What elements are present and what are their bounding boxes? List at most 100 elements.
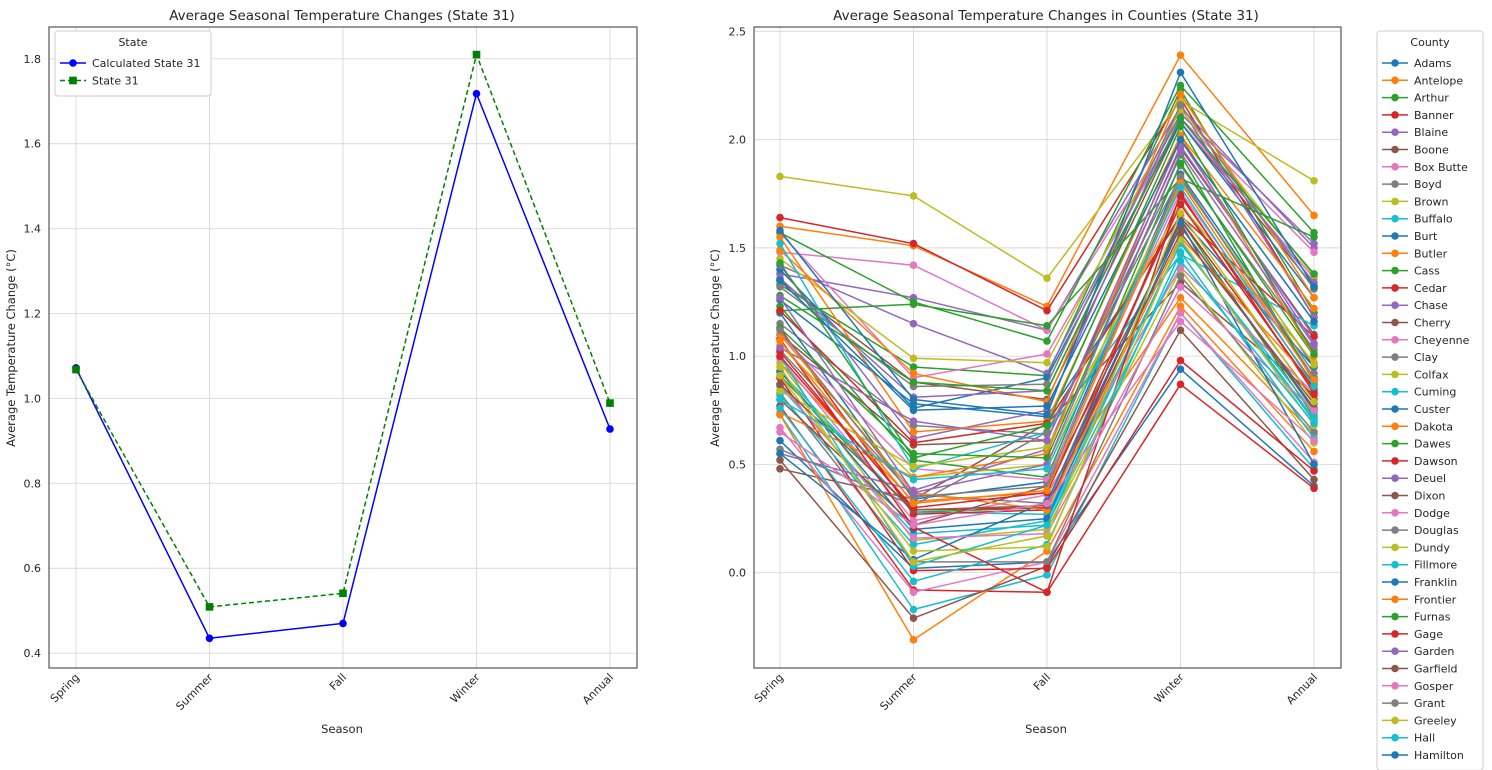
right-data-point [909, 521, 918, 529]
right-legend-marker [1391, 612, 1399, 621]
right-legend-marker [1391, 318, 1399, 327]
left-legend-label: Calculated State 31 [92, 57, 200, 70]
right-legend-marker [1391, 59, 1399, 67]
right-legend-label: Dodge [1414, 507, 1450, 520]
right-legend-marker [1391, 214, 1399, 223]
right-xtick-label: Winter [1152, 671, 1187, 706]
right-legend-marker [1391, 578, 1399, 586]
right-legend-label: Furnas [1414, 611, 1451, 624]
right-data-point [776, 371, 784, 380]
right-data-point [909, 605, 918, 614]
right-data-point [1310, 317, 1318, 326]
right-data-point [1043, 464, 1051, 473]
right-legend-label: Dakota [1414, 420, 1453, 433]
right-data-point [1310, 406, 1318, 415]
right-data-point [909, 417, 918, 425]
right-data-point [1176, 248, 1185, 257]
right-ytick-label: 0.0 [729, 567, 747, 580]
right-data-point [776, 233, 784, 241]
right-data-point [1176, 302, 1185, 311]
right-data-point [1043, 322, 1051, 330]
right-data-point [1043, 542, 1051, 551]
right-data-point [1176, 114, 1185, 122]
right-data-point [1043, 350, 1051, 358]
right-data-point [1176, 365, 1185, 373]
chart-left-title: Average Seasonal Temperature Changes (St… [169, 8, 515, 24]
left-ytick-label: 1.2 [24, 308, 42, 321]
right-data-point [909, 378, 918, 386]
left-legend: State Calculated State 31 State 31 [54, 30, 212, 97]
right-legend-label: Garden [1414, 645, 1454, 658]
right-legend-label: Garfield [1414, 663, 1458, 676]
right-data-point [1043, 499, 1051, 508]
right-data-point [909, 406, 918, 415]
right-data-point [1310, 211, 1318, 220]
right-data-point [1176, 380, 1185, 389]
right-data-point [1310, 484, 1318, 493]
right-data-point [776, 436, 784, 445]
right-legend-label: Dawson [1414, 455, 1458, 468]
right-legend-marker [1391, 336, 1399, 344]
right-legend-marker [1391, 111, 1399, 119]
right-data-point [776, 464, 784, 473]
right-legend-marker [1391, 526, 1399, 534]
right-data-point [1176, 135, 1185, 144]
right-legend-label: Burt [1414, 230, 1438, 243]
right-data-point [1310, 248, 1318, 257]
right-legend-marker [1391, 630, 1399, 638]
right-legend-marker [1391, 405, 1399, 413]
right-data-point [1310, 460, 1318, 469]
right-legend-marker [1391, 543, 1399, 552]
right-data-point [1310, 369, 1318, 378]
right-legend-marker [1391, 387, 1399, 396]
right-legend-marker [1391, 180, 1399, 188]
right-data-point [1043, 558, 1051, 566]
left-axes-frame [48, 26, 638, 669]
right-legend-label: Buffalo [1414, 213, 1453, 226]
right-data-point [1043, 306, 1051, 315]
right-ytick-label: 1.0 [729, 350, 747, 363]
right-data-point [1176, 283, 1185, 291]
right-data-point [909, 488, 918, 497]
right-data-point [776, 363, 784, 371]
left-ytick-label: 1.4 [24, 223, 42, 236]
right-data-point [1176, 293, 1185, 302]
right-legend-marker [1391, 733, 1399, 742]
right-data-point [776, 380, 784, 389]
right-legend-label: Cheyenne [1414, 334, 1470, 347]
right-legend-marker [1391, 76, 1399, 85]
right-legend-label: Dundy [1414, 541, 1450, 554]
right-data-point [1310, 350, 1318, 358]
right-legend-label: Cedar [1414, 282, 1447, 295]
right-legend-label: Butler [1414, 247, 1448, 260]
right-data-point [1176, 326, 1185, 334]
right-xtick-label: Annual [1284, 671, 1320, 707]
right-data-point [1043, 486, 1051, 495]
right-legend-box [1376, 30, 1484, 770]
right-data-point [909, 614, 918, 622]
right-data-point [776, 352, 784, 360]
left-data-point [72, 365, 80, 374]
right-data-point [776, 239, 784, 248]
right-data-point [1310, 233, 1318, 241]
right-legend-label: Deuel [1414, 472, 1446, 485]
right-data-point [776, 326, 784, 334]
right-legend-marker [1391, 439, 1399, 448]
right-legend-label: Custer [1414, 403, 1450, 416]
right-data-point [1176, 200, 1185, 209]
left-ytick-label: 1.6 [24, 138, 42, 151]
right-data-point [1310, 447, 1318, 456]
right-legend-label: Cass [1414, 265, 1440, 278]
right-data-point [776, 283, 784, 291]
right-legend-marker [1391, 595, 1399, 604]
right-legend-marker [1391, 93, 1399, 102]
chart-left-xlabel: Season [321, 722, 363, 736]
right-legend-label: Clay [1414, 351, 1438, 364]
right-legend-marker [1391, 232, 1399, 240]
right-ytick-label: 0.5 [729, 458, 747, 471]
right-data-point [1043, 421, 1051, 430]
right-legend-marker [1391, 145, 1399, 154]
right-data-point [1176, 148, 1185, 157]
right-data-point [1176, 101, 1185, 109]
right-data-point [1176, 309, 1185, 317]
